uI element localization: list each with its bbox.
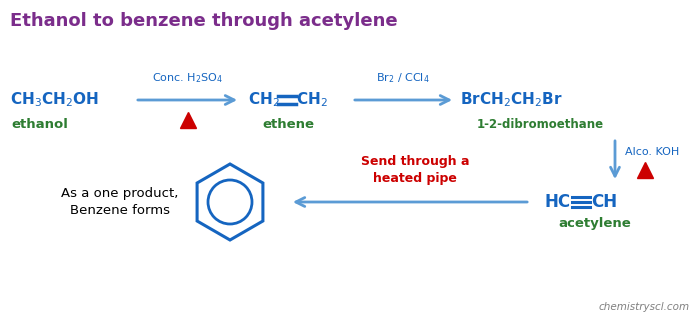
Text: As a one product,
Benzene forms: As a one product, Benzene forms [62, 187, 178, 218]
Text: BrCH$_2$CH$_2$Br: BrCH$_2$CH$_2$Br [460, 91, 563, 109]
Text: chemistryscl.com: chemistryscl.com [599, 302, 690, 312]
Text: acetylene: acetylene [559, 217, 631, 229]
Text: ethene: ethene [262, 117, 314, 131]
Text: Alco. KOH: Alco. KOH [625, 147, 679, 157]
Text: Send through a
heated pipe: Send through a heated pipe [360, 155, 469, 185]
Text: HC: HC [545, 193, 571, 211]
Text: ethanol: ethanol [12, 117, 69, 131]
Text: CH$_3$CH$_2$OH: CH$_3$CH$_2$OH [10, 91, 99, 109]
Text: Ethanol to benzene through acetylene: Ethanol to benzene through acetylene [10, 12, 398, 30]
Text: CH$_2$: CH$_2$ [248, 91, 280, 109]
Text: CH$_2$: CH$_2$ [296, 91, 328, 109]
Text: Conc. H$_2$SO$_4$: Conc. H$_2$SO$_4$ [153, 71, 223, 85]
Text: CH: CH [591, 193, 617, 211]
Text: Br$_2$ / CCl$_4$: Br$_2$ / CCl$_4$ [376, 71, 430, 85]
Text: 1-2-dibromoethane: 1-2-dibromoethane [477, 117, 603, 131]
